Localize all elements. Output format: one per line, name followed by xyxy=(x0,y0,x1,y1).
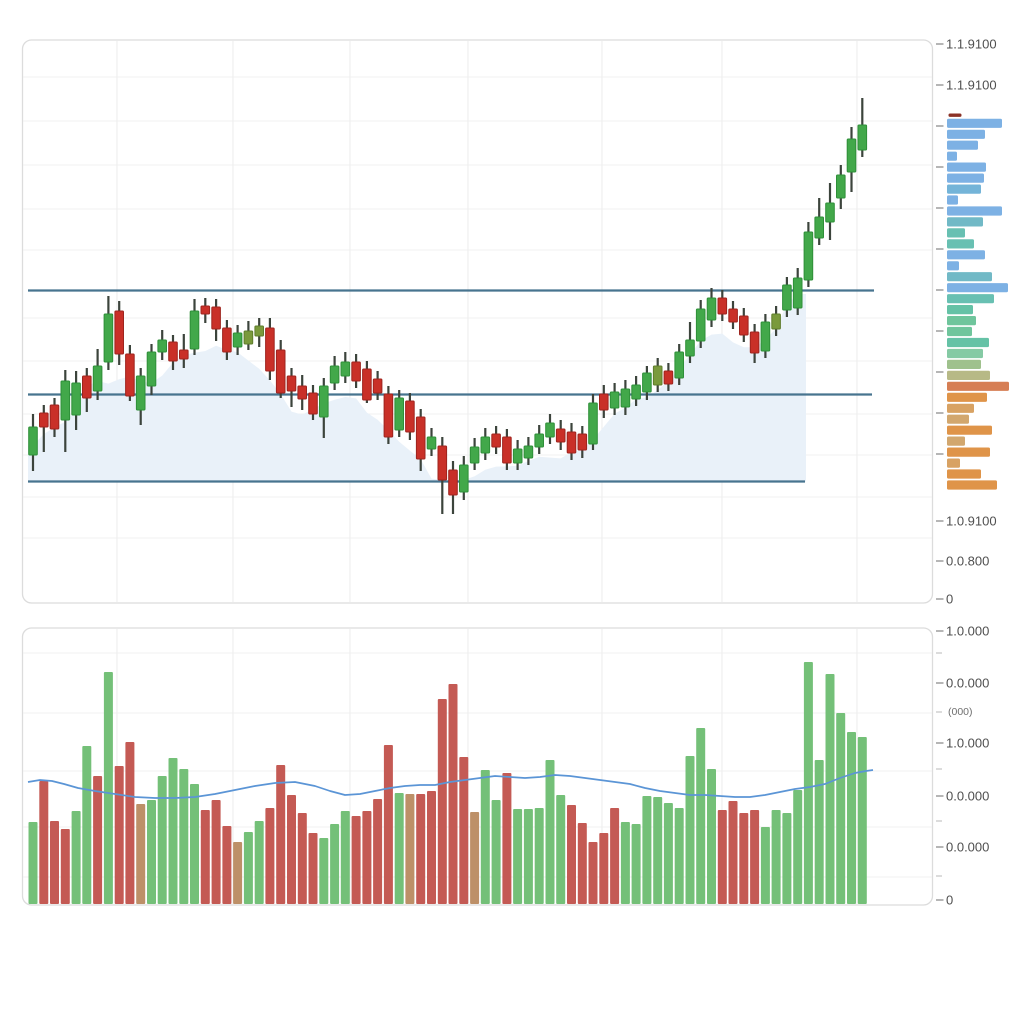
svg-text:1.0.000: 1.0.000 xyxy=(946,736,989,751)
svg-text:0.0.800: 0.0.800 xyxy=(946,554,989,569)
svg-text:1.1.9100: 1.1.9100 xyxy=(946,37,997,52)
svg-text:1.0.9100: 1.0.9100 xyxy=(946,514,997,529)
svg-text:0.0.000: 0.0.000 xyxy=(946,676,989,691)
svg-text:0: 0 xyxy=(946,592,953,607)
svg-text:1.1.9100: 1.1.9100 xyxy=(946,78,997,93)
svg-text:0.0.000: 0.0.000 xyxy=(946,840,989,855)
svg-text:1.0.000: 1.0.000 xyxy=(946,624,989,639)
svg-text:(000): (000) xyxy=(948,706,973,718)
svg-text:0: 0 xyxy=(946,893,953,908)
svg-text:0.0.000: 0.0.000 xyxy=(946,789,989,804)
